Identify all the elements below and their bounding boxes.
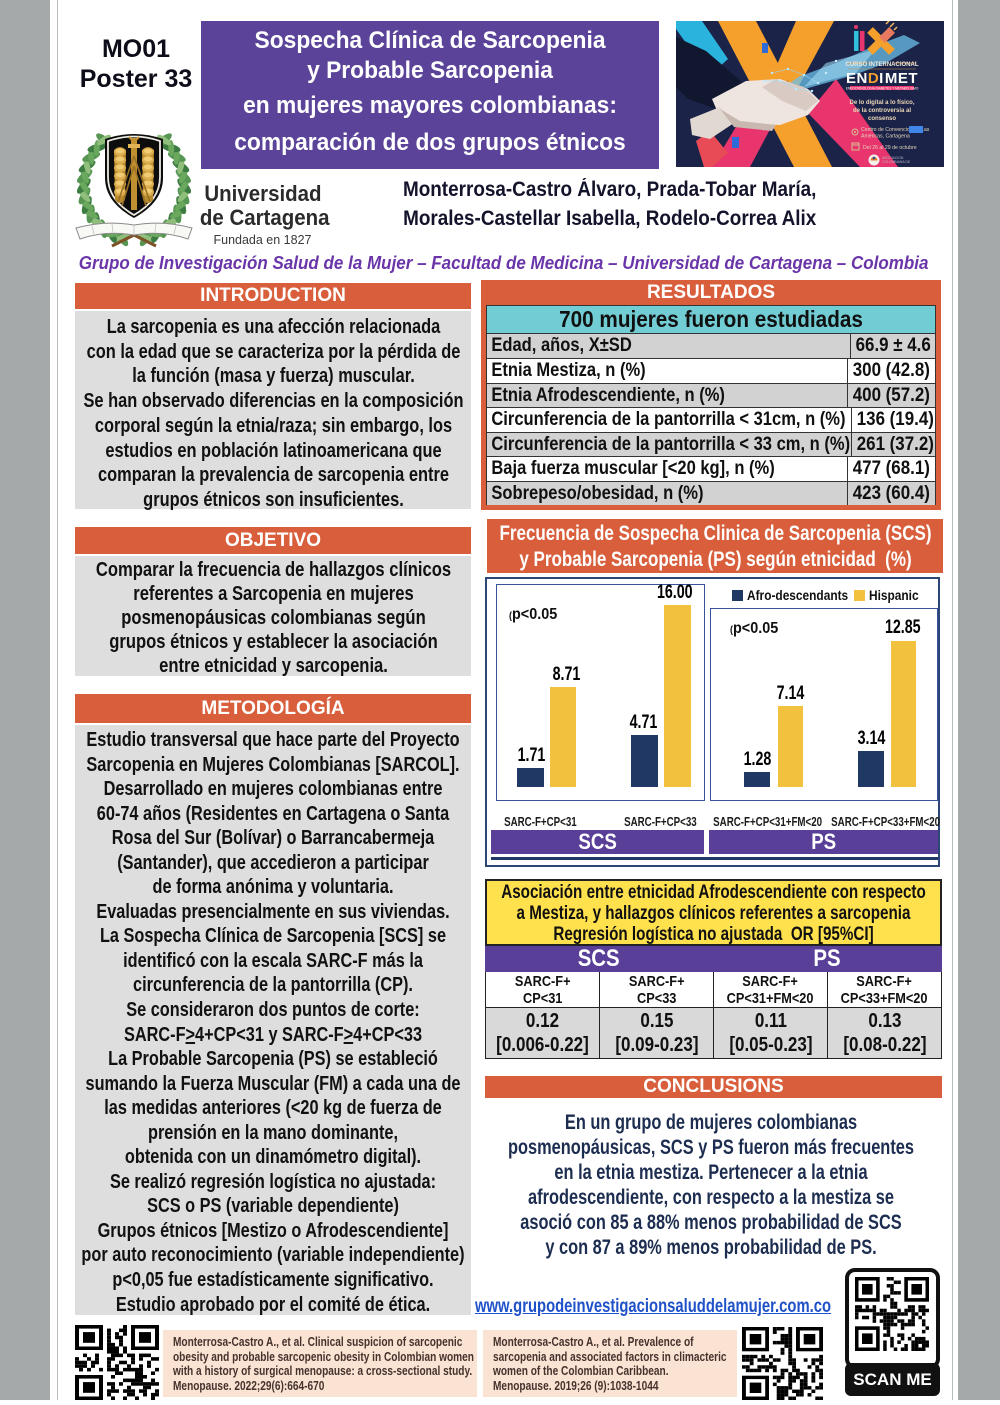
svg-text:de la controversia al: de la controversia al <box>853 108 911 114</box>
svg-text:ENDIMET: ENDIMET <box>846 70 918 87</box>
svg-text:ASOCIACION: ASOCIACION <box>882 156 904 160</box>
svg-text:CURSO INTERNACIONAL: CURSO INTERNACIONAL <box>846 62 919 68</box>
svg-text:Centro de Convenciones, Las: Centro de Convenciones, Las <box>861 127 930 133</box>
svg-text:De lo digital a lo físico,: De lo digital a lo físico, <box>849 100 914 106</box>
svg-text:Américas, Cartagena: Américas, Cartagena <box>861 134 910 140</box>
svg-text:ENDOCRINOLOGIA DIABETES Y META: ENDOCRINOLOGIA DIABETES Y METABOLISMO <box>846 86 919 90</box>
svg-text:COLOMBIANA DE: COLOMBIANA DE <box>882 160 911 164</box>
svg-text:Del 26 al 29 de octubre: Del 26 al 29 de octubre <box>863 145 917 151</box>
svg-text:consenso: consenso <box>868 116 896 122</box>
